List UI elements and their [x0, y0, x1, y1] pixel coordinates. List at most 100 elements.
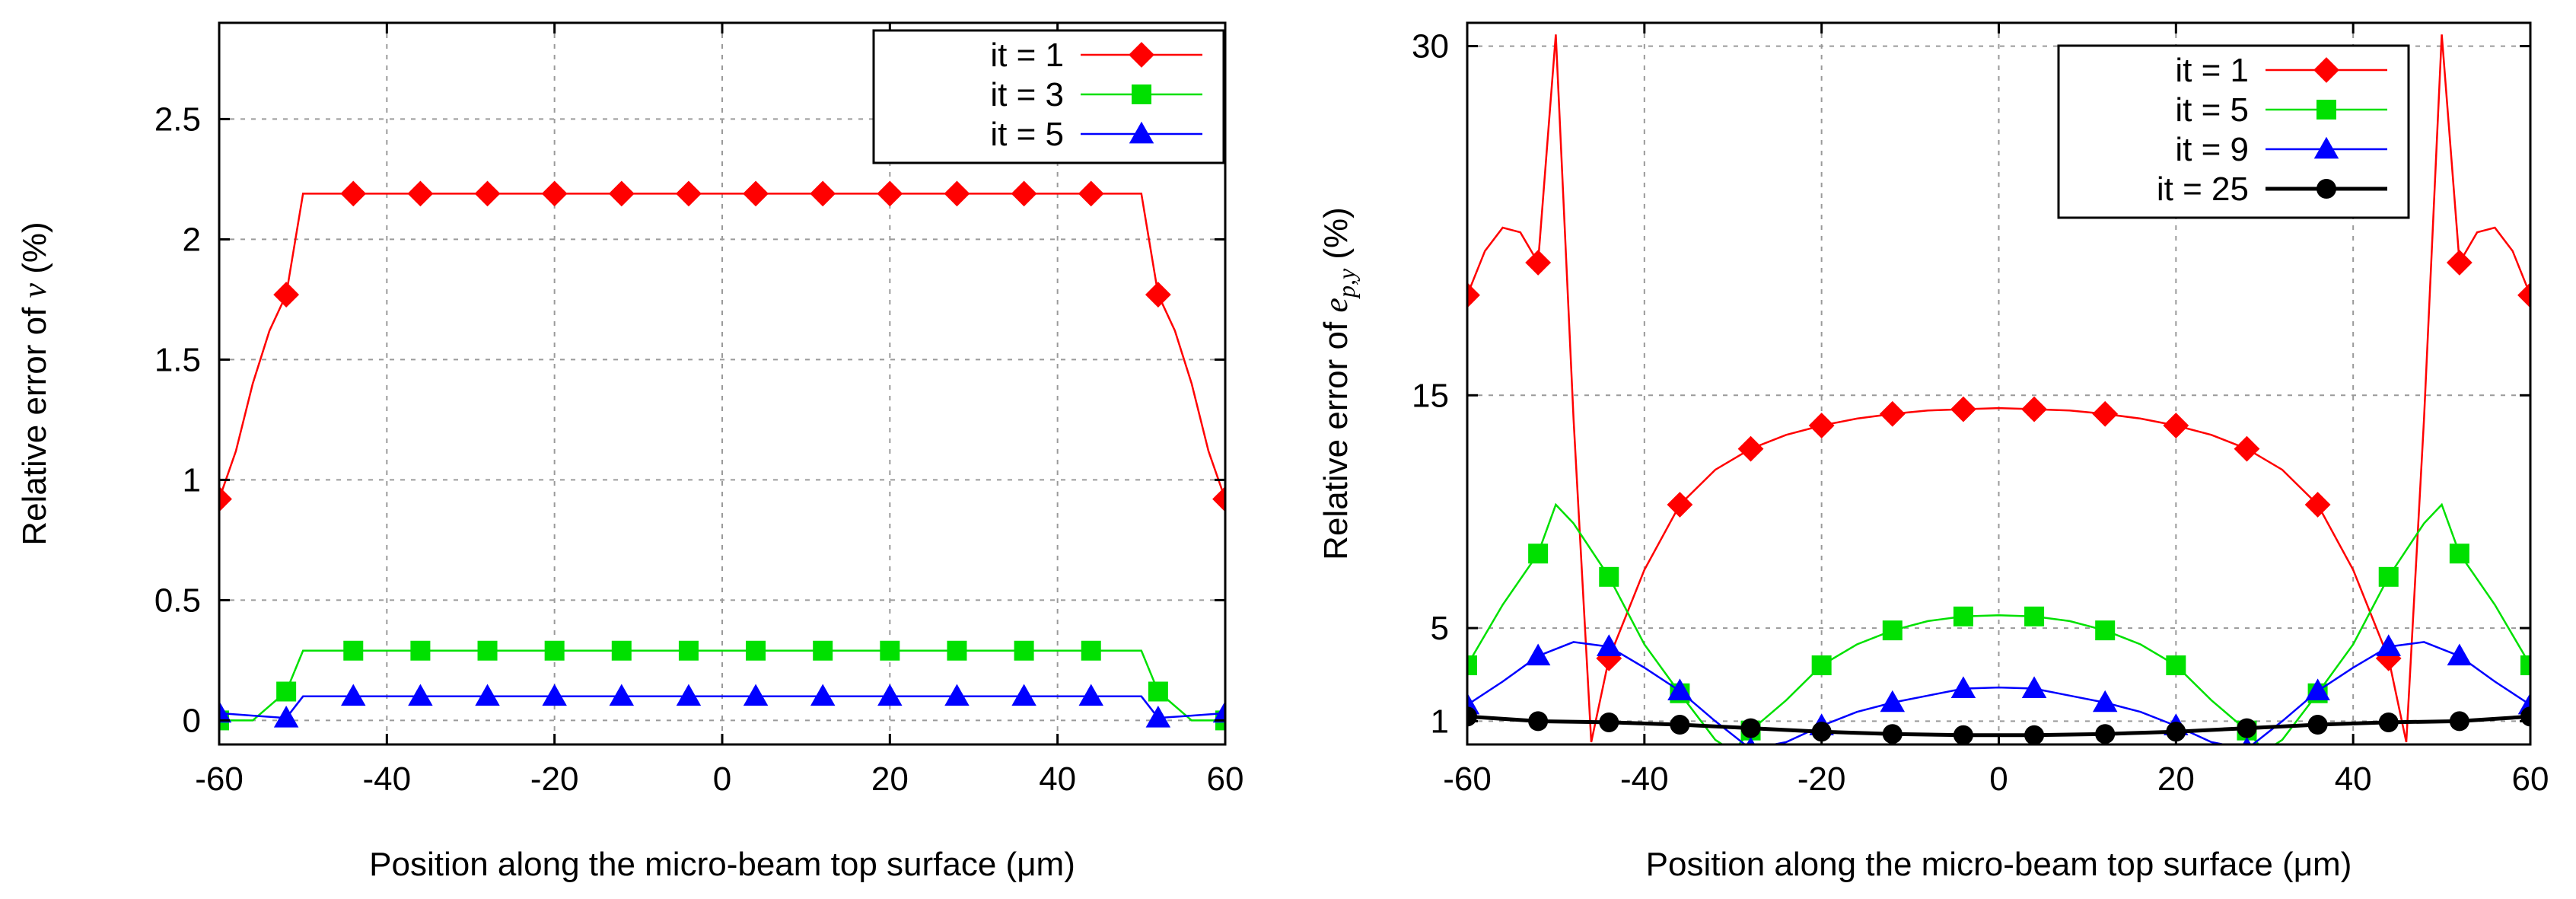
data-point: [2376, 634, 2401, 656]
y-axis-label-var: e: [1317, 298, 1355, 313]
y-axis-label-sub: p,y: [1333, 268, 1360, 299]
data-point: [2095, 620, 2116, 641]
series-it5: [219, 684, 1225, 728]
x-tick-label: 60: [2512, 760, 2549, 798]
data-point: [2092, 690, 2118, 713]
data-point: [1740, 718, 1761, 738]
x-tick-label: -60: [195, 760, 244, 798]
data-point: [2092, 400, 2119, 427]
data-point: [1746, 736, 1756, 744]
data-point: [944, 180, 970, 207]
legend-marker: [1129, 121, 1154, 144]
data-point: [343, 640, 364, 661]
y-tick-label: 0: [183, 702, 201, 739]
data-point: [1525, 250, 1552, 276]
data-point: [1950, 396, 1976, 422]
data-point: [2024, 606, 2045, 626]
y-axis-label-var: v: [16, 282, 53, 298]
y-axis-label: Relative error of v (%): [16, 222, 53, 545]
x-tick-label: 20: [2157, 760, 2195, 798]
legend-label: it = 5: [990, 116, 1064, 153]
data-point: [2163, 413, 2189, 438]
data-point: [609, 684, 635, 706]
data-point: [944, 684, 970, 706]
data-point: [1953, 606, 1973, 626]
data-point: [2378, 566, 2399, 587]
data-point: [2449, 711, 2469, 732]
legend: it = 1it = 5it = 9it = 25: [2057, 44, 2410, 219]
data-point: [608, 180, 635, 207]
data-point: [410, 640, 431, 661]
y-axis-label-prefix: Relative error of: [1317, 313, 1355, 560]
y-tick-label: 1: [1431, 703, 1449, 740]
x-tick-label: 40: [1039, 760, 1076, 798]
data-point: [877, 684, 903, 706]
data-point: [1599, 566, 1619, 587]
series-it5: [1467, 502, 2530, 744]
y-tick-label: 15: [1412, 377, 1449, 414]
x-tick-label: 60: [1207, 760, 1244, 798]
plot-area: [1467, 34, 2530, 744]
data-point: [2095, 724, 2116, 744]
data-point: [1882, 620, 1903, 641]
data-point: [813, 640, 833, 661]
chart-relative-error-v: -60 -40 -20 0 20 40 60 0 0.5 1 1.5 2 2.5 Position alo…: [16, 21, 1244, 883]
series-it3: [219, 640, 1225, 731]
data-point: [2449, 544, 2469, 564]
data-point: [1811, 722, 1832, 742]
data-point: [273, 705, 299, 728]
data-point: [407, 180, 434, 207]
data-point: [1811, 655, 1832, 676]
legend-marker: [1129, 42, 1154, 68]
data-point: [676, 180, 702, 207]
data-point: [1597, 634, 1622, 656]
data-point: [2447, 643, 2473, 666]
data-point: [408, 684, 433, 706]
data-point: [2166, 655, 2186, 676]
data-point: [2234, 435, 2260, 462]
data-point: [2446, 250, 2473, 276]
data-point: [2520, 655, 2530, 676]
series-line: [1467, 502, 2530, 744]
data-point: [1879, 400, 1906, 427]
data-point: [810, 180, 836, 207]
data-point: [477, 640, 498, 661]
data-point: [1011, 180, 1037, 207]
data-point: [1599, 712, 1619, 732]
data-point: [273, 282, 300, 308]
y-tick-label: 30: [1412, 28, 1449, 65]
data-point: [2517, 282, 2530, 308]
y-axis-label-prefix: Relative error of: [16, 298, 53, 545]
data-point: [1737, 435, 1764, 462]
data-point: [1148, 681, 1168, 702]
y-tick-label: 2.5: [154, 100, 201, 138]
data-point: [219, 700, 232, 723]
data-point: [676, 684, 702, 706]
x-tick-label: -20: [1797, 760, 1846, 798]
data-point: [1667, 492, 1693, 518]
data-point: [1528, 711, 1549, 732]
y-tick-label: 0.5: [154, 582, 201, 619]
data-point: [475, 684, 500, 706]
data-point: [743, 180, 769, 207]
data-point: [474, 180, 501, 207]
data-point: [219, 486, 232, 512]
data-point: [1212, 700, 1225, 723]
x-tick-label: 20: [871, 760, 909, 798]
data-point: [1528, 544, 1549, 564]
legend-label: it = 3: [990, 76, 1064, 113]
data-point: [1525, 643, 1551, 666]
data-point: [2242, 736, 2252, 744]
series-line: [1467, 641, 2530, 744]
data-point: [1467, 655, 1477, 676]
data-point: [1667, 678, 1692, 701]
data-point: [542, 684, 567, 706]
legend-marker: [2316, 100, 2336, 120]
data-point: [1953, 725, 1973, 744]
x-tick-label: 40: [2335, 760, 2372, 798]
y-tick-label: 1: [183, 461, 201, 499]
data-point: [1145, 705, 1171, 728]
data-point: [1467, 282, 1480, 308]
data-point: [746, 640, 766, 661]
data-point: [1081, 640, 1101, 661]
